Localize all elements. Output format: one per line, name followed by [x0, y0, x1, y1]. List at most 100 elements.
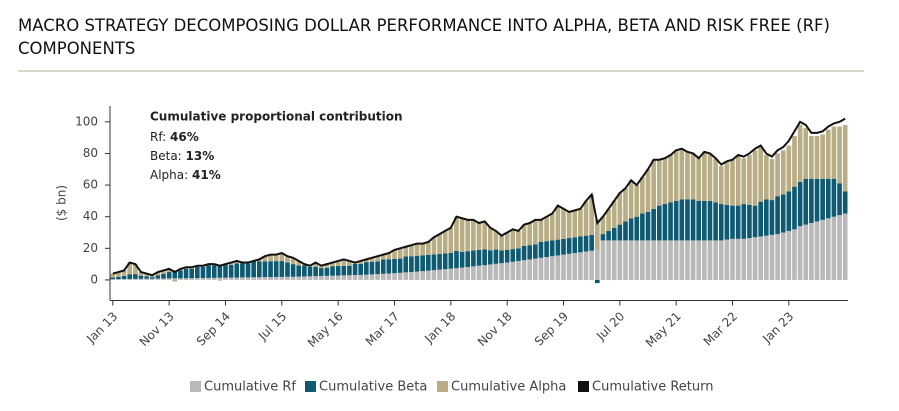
bar-segment [707, 200, 713, 241]
bar-segment [211, 265, 217, 278]
bar-segment [499, 250, 504, 264]
bar-segment [487, 264, 493, 280]
x-tick-label: Mar 22 [701, 309, 740, 348]
bar-segment [358, 274, 364, 280]
bar-segment [499, 263, 504, 280]
bar-segment [482, 265, 487, 280]
bar-segment [758, 147, 763, 202]
bar-segment [797, 124, 803, 182]
bar-segment [724, 204, 730, 240]
bar-segment [307, 266, 313, 277]
bar-segment [459, 218, 465, 252]
bar-segment [803, 178, 809, 225]
bar-segment [189, 268, 195, 279]
bar-segment [780, 194, 786, 233]
bar-segment [583, 200, 589, 236]
bar-segment [713, 240, 718, 280]
bar-segment [392, 273, 397, 280]
annotation-item: Beta: 13% [150, 149, 214, 163]
x-tick-label: Sep 19 [532, 309, 571, 348]
bar-segment [133, 274, 138, 279]
bar-segment [820, 134, 825, 179]
bar-segment [121, 278, 127, 280]
bar-segment [645, 211, 651, 241]
bar-segment [549, 256, 555, 280]
bar-segment [448, 268, 454, 280]
bar-segment [600, 234, 606, 241]
bar-segment [397, 272, 403, 280]
bar-segment [476, 249, 482, 266]
bar-segment [318, 268, 324, 276]
bar-segment [431, 270, 437, 280]
bar-segment [273, 261, 279, 277]
bar-segment [110, 273, 116, 278]
bar-segment [645, 169, 651, 212]
bar-segment [521, 260, 527, 280]
bar-segment [386, 259, 392, 274]
bar-segment [662, 240, 668, 280]
bar-segment [166, 272, 172, 279]
bar-segment [161, 270, 166, 274]
y-tick-label: 80 [83, 146, 98, 160]
bar-segment [206, 265, 211, 278]
bar-segment [302, 276, 307, 280]
bar-segment [803, 128, 809, 179]
legend-label: Cumulative Alpha [451, 380, 566, 395]
y-tick-label: 0 [90, 272, 98, 286]
bar-segment [809, 136, 814, 179]
legend-swatch [578, 381, 589, 392]
bar-segment [504, 232, 510, 250]
bar-segment [335, 266, 341, 276]
bar-segment [769, 200, 775, 235]
bar-segment [803, 224, 809, 280]
bar-segment [296, 276, 302, 280]
bar-segment [730, 238, 735, 280]
bar-segment [375, 256, 380, 262]
bar-segment [290, 264, 296, 277]
bar-segment [831, 126, 837, 179]
bar-segment [307, 276, 313, 280]
bar-segment [820, 219, 825, 280]
bar-segment [549, 213, 555, 241]
legend-swatch [437, 381, 448, 392]
bar-segment [696, 158, 702, 201]
return-line [112, 117, 846, 277]
annotation-title: Cumulative proportional contribution [150, 110, 403, 124]
bar-segment [842, 124, 848, 192]
bar-segment [420, 243, 425, 256]
bar-segment [121, 270, 127, 276]
bar-segment [155, 272, 161, 276]
legend-label: Cumulative Beta [319, 380, 427, 395]
bar-segment [217, 279, 223, 281]
bar-segment [465, 219, 471, 252]
bar-segment [471, 266, 476, 280]
bar-segment [521, 224, 527, 246]
bar-segment [797, 226, 803, 280]
bar-segment [268, 254, 273, 262]
y-tick-label: 60 [83, 178, 98, 192]
bar-segment [397, 248, 403, 259]
bar-segment [369, 274, 375, 280]
bar-segment [702, 200, 707, 241]
bar-segment [155, 278, 161, 280]
bar-segment [792, 136, 797, 187]
bar-segment [690, 240, 696, 280]
bar-segment [454, 216, 459, 251]
bar-segment [279, 253, 285, 262]
bar-segment [110, 279, 116, 280]
bar-segment [758, 236, 763, 280]
bar-segment [386, 253, 392, 260]
bar-segment [640, 177, 645, 214]
bar-segment [752, 237, 758, 280]
bar-segment [217, 277, 223, 280]
bar-segment [589, 194, 594, 235]
bar-segment [364, 259, 369, 263]
bar-segment [318, 265, 324, 269]
bar-segment [313, 262, 318, 267]
bar-segment [211, 277, 217, 280]
bar-segment [685, 240, 690, 280]
bar-segment [634, 185, 640, 217]
bar-segment [623, 188, 628, 222]
bar-segment [837, 215, 842, 280]
chart-title: MACRO STRATEGY DECOMPOSING DOLLAR PERFOR… [18, 16, 830, 58]
